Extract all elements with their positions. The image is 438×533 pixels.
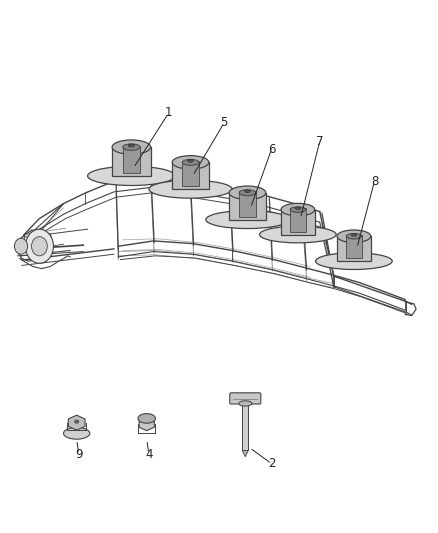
Circle shape — [14, 238, 28, 254]
Circle shape — [25, 229, 53, 263]
Ellipse shape — [281, 203, 314, 216]
Ellipse shape — [172, 156, 209, 169]
Text: 7: 7 — [316, 135, 324, 148]
Polygon shape — [123, 146, 140, 173]
Text: 1: 1 — [165, 107, 173, 119]
Polygon shape — [182, 161, 199, 186]
Polygon shape — [337, 236, 371, 261]
Ellipse shape — [88, 166, 175, 185]
Ellipse shape — [259, 226, 336, 243]
Polygon shape — [68, 415, 85, 430]
Ellipse shape — [346, 233, 362, 239]
Polygon shape — [290, 208, 305, 232]
Ellipse shape — [128, 144, 134, 147]
Ellipse shape — [244, 190, 251, 192]
Polygon shape — [242, 403, 248, 450]
Ellipse shape — [290, 207, 306, 212]
Ellipse shape — [229, 186, 266, 199]
Text: 9: 9 — [75, 448, 83, 461]
Polygon shape — [112, 147, 151, 176]
Ellipse shape — [149, 180, 232, 198]
Ellipse shape — [239, 190, 256, 196]
Polygon shape — [229, 193, 266, 220]
Text: 6: 6 — [268, 143, 276, 156]
Ellipse shape — [337, 230, 371, 243]
Ellipse shape — [187, 159, 194, 162]
Polygon shape — [239, 191, 256, 216]
FancyBboxPatch shape — [230, 393, 261, 404]
Ellipse shape — [239, 401, 252, 406]
Polygon shape — [172, 163, 209, 189]
Polygon shape — [139, 417, 154, 431]
Ellipse shape — [64, 427, 90, 439]
Ellipse shape — [74, 420, 79, 423]
Text: 2: 2 — [268, 457, 276, 470]
Ellipse shape — [123, 144, 140, 150]
Circle shape — [32, 237, 47, 256]
Ellipse shape — [112, 140, 151, 155]
Ellipse shape — [295, 207, 300, 209]
Polygon shape — [346, 235, 362, 259]
Polygon shape — [281, 209, 314, 235]
Ellipse shape — [138, 414, 155, 423]
Ellipse shape — [182, 159, 199, 165]
Text: 5: 5 — [221, 116, 228, 129]
Text: 8: 8 — [371, 175, 378, 188]
Ellipse shape — [206, 211, 289, 229]
Polygon shape — [242, 450, 248, 457]
Text: 4: 4 — [145, 448, 153, 461]
Ellipse shape — [351, 233, 357, 236]
Ellipse shape — [315, 253, 392, 270]
